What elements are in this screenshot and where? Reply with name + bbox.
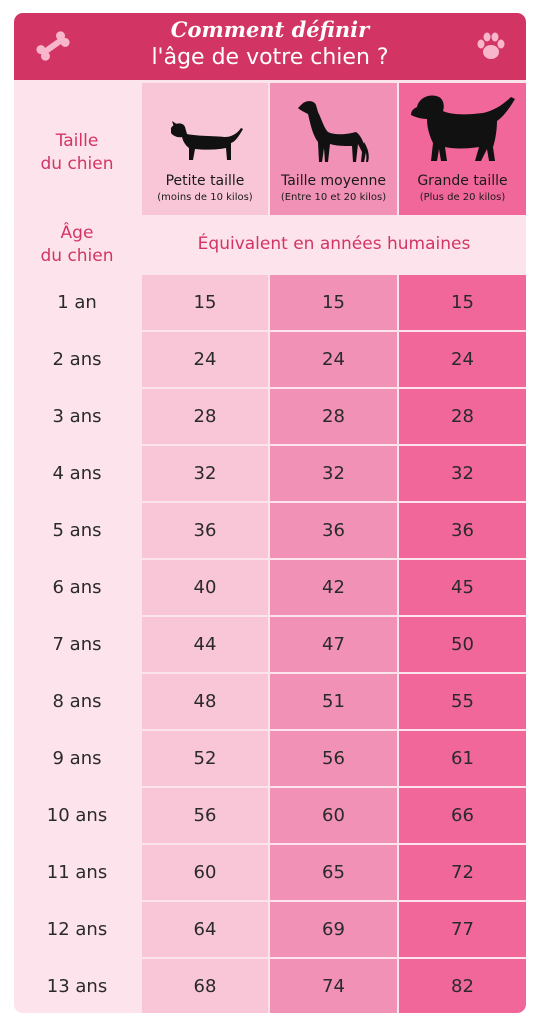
age-cell: 7 ans	[14, 617, 140, 672]
value-cell-small: 52	[142, 731, 268, 786]
column-sub-medium: (Entre 10 et 20 kilos)	[280, 192, 387, 203]
column-sub-small: (moins de 10 kilos)	[157, 192, 253, 203]
value-cell-small: 44	[142, 617, 268, 672]
value-cell-medium: 51	[270, 674, 397, 729]
value-cell-large: 82	[399, 959, 526, 1013]
value-cell-large: 28	[399, 389, 526, 444]
age-cell: 11 ans	[14, 845, 140, 900]
value-cell-small: 68	[142, 959, 268, 1013]
value-cell-large: 24	[399, 332, 526, 387]
age-cell: 4 ans	[14, 446, 140, 501]
value-cell-medium: 28	[270, 389, 397, 444]
size-label-cell: Taille du chien	[14, 83, 140, 215]
age-cell: 9 ans	[14, 731, 140, 786]
age-cell: 8 ans	[14, 674, 140, 729]
value-cell-small: 15	[142, 275, 268, 330]
value-cell-medium: 69	[270, 902, 397, 957]
value-cell-medium: 15	[270, 275, 397, 330]
value-cell-large: 36	[399, 503, 526, 558]
column-header-medium: Taille moyenne (Entre 10 et 20 kilos)	[270, 83, 397, 215]
age-cell: 5 ans	[14, 503, 140, 558]
age-rows: 1 an 15 15 15 2 ans 24 24 24 3 ans 28 28 28 4 ans 32 3…	[14, 275, 526, 1013]
value-cell-medium: 74	[270, 959, 397, 1013]
column-sub-large: (Plus de 20 kilos)	[419, 192, 506, 203]
value-cell-small: 28	[142, 389, 268, 444]
value-cell-small: 56	[142, 788, 268, 843]
age-label-cell: Âge du chien	[14, 217, 140, 273]
value-cell-medium: 47	[270, 617, 397, 672]
value-cell-medium: 24	[270, 332, 397, 387]
column-header-small: Petite taille (moins de 10 kilos)	[142, 83, 268, 215]
title-banner: Comment définir l'âge de votre chien ?	[14, 13, 526, 80]
value-cell-large: 32	[399, 446, 526, 501]
value-cell-small: 32	[142, 446, 268, 501]
value-cell-medium: 56	[270, 731, 397, 786]
age-cell: 12 ans	[14, 902, 140, 957]
dog-age-card: Comment définir l'âge de votre chien ? T…	[14, 13, 526, 1013]
value-cell-large: 15	[399, 275, 526, 330]
age-cell: 2 ans	[14, 332, 140, 387]
value-cell-large: 77	[399, 902, 526, 957]
value-cell-medium: 42	[270, 560, 397, 615]
value-cell-small: 24	[142, 332, 268, 387]
large-dog-icon	[411, 95, 515, 161]
column-name-large: Grande taille	[417, 173, 508, 189]
bone-icon	[36, 31, 70, 61]
value-cell-large: 61	[399, 731, 526, 786]
paw-icon	[477, 32, 505, 59]
value-cell-medium: 60	[270, 788, 397, 843]
value-cell-small: 60	[142, 845, 268, 900]
small-dog-icon	[171, 121, 243, 160]
size-label: Taille du chien	[40, 131, 114, 174]
column-name-medium: Taille moyenne	[280, 173, 386, 189]
value-cell-small: 40	[142, 560, 268, 615]
value-cell-medium: 65	[270, 845, 397, 900]
column-name-small: Petite taille	[165, 173, 245, 189]
age-cell: 10 ans	[14, 788, 140, 843]
value-cell-large: 72	[399, 845, 526, 900]
title-line-2: l'âge de votre chien ?	[151, 45, 389, 70]
value-cell-large: 45	[399, 560, 526, 615]
value-cell-medium: 32	[270, 446, 397, 501]
value-cell-small: 64	[142, 902, 268, 957]
age-cell: 13 ans	[14, 959, 140, 1013]
age-cell: 6 ans	[14, 560, 140, 615]
age-label: Âge du chien	[40, 223, 114, 266]
value-cell-large: 66	[399, 788, 526, 843]
value-cell-small: 36	[142, 503, 268, 558]
age-cell: 3 ans	[14, 389, 140, 444]
equivalent-label: Équivalent en années humaines	[142, 217, 526, 271]
value-cell-large: 55	[399, 674, 526, 729]
value-cell-medium: 36	[270, 503, 397, 558]
age-cell: 1 an	[14, 275, 140, 330]
value-cell-large: 50	[399, 617, 526, 672]
medium-dog-icon	[298, 101, 369, 162]
value-cell-small: 48	[142, 674, 268, 729]
title-line-1: Comment définir	[170, 17, 370, 42]
column-header-large: Grande taille (Plus de 20 kilos)	[399, 83, 526, 215]
